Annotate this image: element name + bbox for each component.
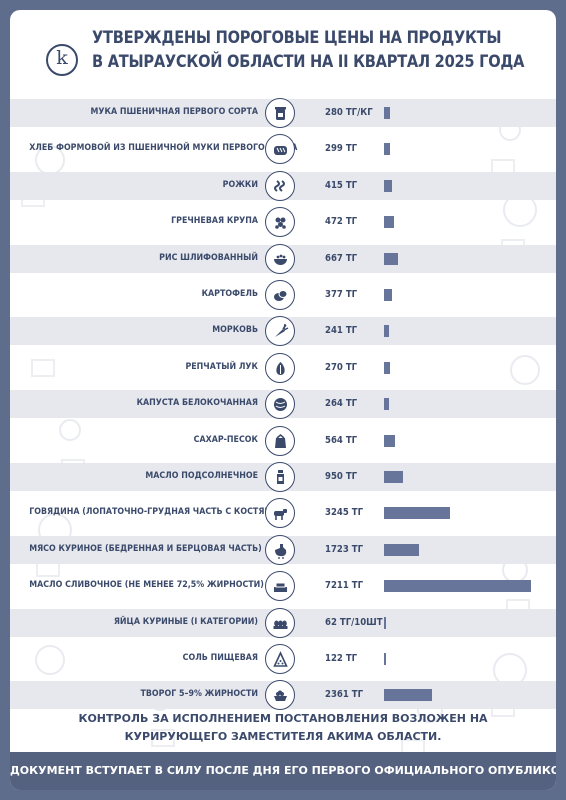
price-label: 472 ТГ xyxy=(325,216,358,228)
category-label: КАРТОФЕЛЬ xyxy=(201,289,258,299)
carrot-icon xyxy=(265,316,295,347)
price-label: 241 ТГ xyxy=(325,325,358,337)
price-label: 415 ТГ xyxy=(325,179,358,191)
footnote-line-1: КОНТРОЛЬ ЗА ИСПОЛНЕНИЕМ ПОСТАНОВЛЕНИЯ ВО… xyxy=(78,712,488,725)
price-label: 264 ТГ xyxy=(325,398,358,410)
category-label: РЕПЧАТЫЙ ЛУК xyxy=(185,361,258,372)
price-bar xyxy=(384,361,390,374)
price-label: 667 ТГ xyxy=(325,252,358,264)
cabbage-icon xyxy=(265,389,295,420)
price-label: 950 ТГ xyxy=(325,471,358,482)
title-line-1: УТВЕРЖДЕНЫ ПОРОГОВЫЕ ЦЕНЫ НА ПРОДУКТЫ xyxy=(92,28,502,48)
sugar-bag-icon xyxy=(265,425,295,456)
price-label: 270 ТГ xyxy=(325,361,358,373)
price-bar xyxy=(384,434,396,447)
eggs-icon xyxy=(265,607,295,638)
price-label: 62 ТГ/10ШТ xyxy=(325,616,383,628)
potato-icon xyxy=(265,280,295,310)
footnote-line-2: КУРИРУЮЩЕГО ЗАМЕСТИТЕЛЯ АКИМА ОБЛАСТИ. xyxy=(124,730,442,743)
price-bar xyxy=(384,507,451,520)
logo-letter: k xyxy=(56,47,68,69)
cottage-cheese-icon xyxy=(265,680,295,711)
category-label: КАПУСТА БЕЛОКОЧАННАЯ xyxy=(136,398,258,409)
price-bar xyxy=(384,689,433,702)
price-label: 122 ТГ xyxy=(325,653,358,664)
price-label: 299 ТГ xyxy=(325,143,358,155)
price-bar xyxy=(384,143,391,156)
pasta-icon xyxy=(265,170,295,201)
price-label: 3245 ТГ xyxy=(325,507,364,519)
category-label: РОЖКИ xyxy=(222,179,258,190)
cow-icon xyxy=(265,498,295,529)
price-bar xyxy=(384,653,387,665)
price-label: 377 ТГ xyxy=(325,289,358,300)
title-line-2: В АТЫРАУСКОЙ ОБЛАСТИ НА II КВАРТАЛ 2025 … xyxy=(92,52,525,72)
chicken-icon xyxy=(265,534,295,565)
price-bar xyxy=(384,580,531,593)
category-label: ЯЙЦА КУРИНЫЕ (I КАТЕГОРИИ) xyxy=(113,616,258,627)
background-doodle xyxy=(59,419,81,441)
category-label: МЯСО КУРИНОЕ (БЕДРЕННАЯ И БЕРЦОВАЯ ЧАСТЬ… xyxy=(29,543,262,554)
category-label: САХАР-ПЕСОК xyxy=(193,434,258,445)
butter-icon xyxy=(265,571,295,602)
infographic-card: k УТВЕРЖДЕНЫ ПОРОГОВЫЕ ЦЕНЫ НА ПРОДУКТЫ … xyxy=(10,10,556,790)
flour-jar-icon xyxy=(265,98,295,128)
rice-bowl-icon xyxy=(265,243,295,274)
price-chart: МУКА ПШЕНИЧНАЯ ПЕРВОГО СОРТА 280 ТГ/КГ ХЛЕ… xyxy=(10,10,556,790)
price-bar xyxy=(384,325,389,338)
category-label: ГРЕЧНЕВАЯ КРУПА xyxy=(171,216,258,227)
category-label: ТВОРОГ 5–9% ЖИРНОСТИ xyxy=(140,689,258,700)
price-bar xyxy=(384,471,404,483)
price-bar xyxy=(384,107,390,119)
background-doodle xyxy=(151,729,175,747)
price-bar xyxy=(384,179,393,192)
category-label: МАСЛО СЛИВОЧНОЕ (НЕ МЕНЕЕ 72,5% ЖИРНОСТИ… xyxy=(29,580,264,591)
footer-banner: ДОКУМЕНТ ВСТУПАЕТ В СИЛУ ПОСЛЕ ДНЯ ЕГО П… xyxy=(10,752,556,790)
price-label: 1723 ТГ xyxy=(325,543,364,555)
price-bar xyxy=(384,252,398,265)
category-label: МОРКОВЬ xyxy=(212,325,258,336)
price-label: 280 ТГ/КГ xyxy=(325,107,373,118)
category-label: МУКА ПШЕНИЧНАЯ ПЕРВОГО СОРТА xyxy=(90,107,258,117)
footer-text: ДОКУМЕНТ ВСТУПАЕТ В СИЛУ ПОСЛЕ ДНЯ ЕГО П… xyxy=(10,764,556,777)
category-label: ХЛЕБ ФОРМОВОЙ ИЗ ПШЕНИЧНОЙ МУКИ ПЕРВОГО … xyxy=(29,143,298,154)
category-label: СОЛЬ ПИЩЕВАЯ xyxy=(182,653,258,663)
category-label: ГОВЯДИНА (ЛОПАТОЧНО-ГРУДНАЯ ЧАСТЬ С КОСТ… xyxy=(29,507,283,518)
background-doodle xyxy=(35,645,65,675)
price-label: 564 ТГ xyxy=(325,434,358,446)
category-label: РИС ШЛИФОВАННЫЙ xyxy=(159,252,258,263)
price-bar xyxy=(384,289,392,301)
price-bar xyxy=(384,398,390,411)
oil-bottle-icon xyxy=(265,462,295,492)
logo: k xyxy=(46,44,78,76)
price-bar xyxy=(384,543,420,556)
background-doodle xyxy=(510,355,540,385)
buckwheat-icon xyxy=(265,207,295,238)
bread-icon xyxy=(265,134,295,165)
salt-icon xyxy=(265,644,295,674)
price-bar xyxy=(384,616,386,629)
onion-icon xyxy=(265,352,295,383)
price-label: 2361 ТГ xyxy=(325,689,364,701)
background-doodle xyxy=(31,359,55,377)
category-label: МАСЛО ПОДСОЛНЕЧНОЕ xyxy=(145,471,258,481)
price-bar xyxy=(384,216,394,229)
price-label: 7211 ТГ xyxy=(325,580,364,592)
